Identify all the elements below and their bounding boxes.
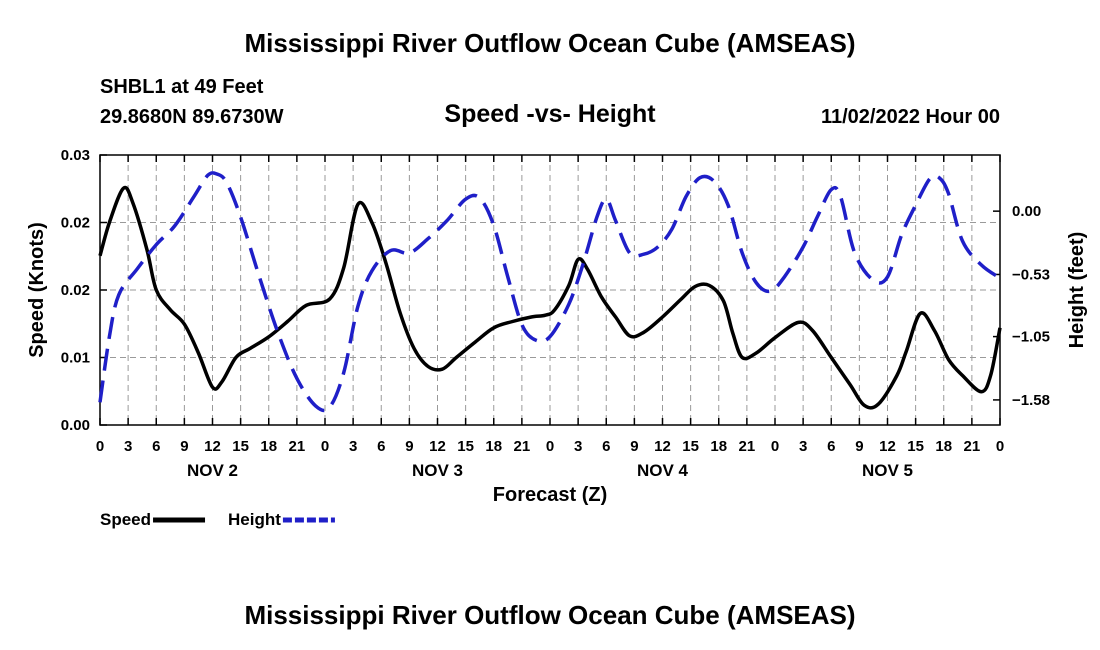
x-tick-label: 0 xyxy=(321,438,329,455)
x-tick-label: 12 xyxy=(654,438,671,455)
y2-tick-label: −1.58 xyxy=(1012,392,1050,409)
x-tick-label: 3 xyxy=(124,438,132,455)
x-tick-label: 12 xyxy=(879,438,896,455)
x-tick-label: 9 xyxy=(405,438,413,455)
series-line-speed xyxy=(98,185,1002,410)
x-tick-label: 9 xyxy=(855,438,863,455)
x-tick-label: 21 xyxy=(514,438,531,455)
legend-label-height: Height xyxy=(228,510,281,529)
y2-tick-label: −1.05 xyxy=(1012,329,1050,346)
x-tick-label: 9 xyxy=(630,438,638,455)
x-tick-label: 18 xyxy=(935,438,952,455)
x-tick-label: 18 xyxy=(710,438,727,455)
x-tick-label: 18 xyxy=(260,438,277,455)
x-tick-label: 18 xyxy=(485,438,502,455)
x-tick-label: 6 xyxy=(152,438,160,455)
x-tick-label: 0 xyxy=(771,438,779,455)
x-tick-label: 3 xyxy=(349,438,357,455)
x-tick-label: 12 xyxy=(204,438,221,455)
x-tick-label: 6 xyxy=(377,438,385,455)
x-tick-label: 21 xyxy=(289,438,306,455)
x-tick-label: 0 xyxy=(96,438,104,455)
x-tick-label: 12 xyxy=(429,438,446,455)
x-tick-label: 15 xyxy=(682,438,699,455)
station-coords: 29.8680N 89.6730W xyxy=(100,106,284,128)
day-label: NOV 3 xyxy=(412,461,463,480)
x-tick-label: 6 xyxy=(827,438,835,455)
legend-layer: Speed Height xyxy=(100,510,335,529)
day-label: NOV 5 xyxy=(862,461,913,480)
plot-frame xyxy=(99,154,1001,426)
x-tick-label: 3 xyxy=(799,438,807,455)
grid-layer xyxy=(100,155,1000,425)
chart-subtitle: Speed -vs- Height xyxy=(444,100,656,128)
chart-title-top: Mississippi River Outflow Ocean Cube (AM… xyxy=(244,28,856,58)
y-tick-label: 0.02 xyxy=(61,215,90,232)
x-tick-label: 3 xyxy=(574,438,582,455)
y-tick-label: 0.01 xyxy=(61,350,90,367)
y-tick-label: 0.00 xyxy=(61,417,90,434)
y2-tick-label: 0.00 xyxy=(1012,203,1041,220)
y2-tick-label: −0.53 xyxy=(1012,266,1050,283)
x-tick-label: 0 xyxy=(996,438,1004,455)
day-label: NOV 4 xyxy=(637,461,689,480)
day-label: NOV 2 xyxy=(187,461,238,480)
x-tick-label: 0 xyxy=(546,438,554,455)
legend-label-speed: Speed xyxy=(100,510,151,529)
axes-layer xyxy=(99,154,1001,426)
x-tick-label: 15 xyxy=(457,438,474,455)
chart-title-bottom: Mississippi River Outflow Ocean Cube (AM… xyxy=(244,600,856,630)
y-tick-label: 0.02 xyxy=(61,282,90,299)
y-axis-title: Speed (Knots) xyxy=(26,222,48,358)
x-tick-label: 6 xyxy=(602,438,610,455)
x-axis-title: Forecast (Z) xyxy=(493,484,607,506)
station-label: SHBL1 at 49 Feet xyxy=(100,76,264,98)
x-tick-label: 15 xyxy=(232,438,249,455)
x-tick-label: 21 xyxy=(739,438,756,455)
x-tick-label: 9 xyxy=(180,438,188,455)
labels-layer: 0 3 6 9 12 15 18 21 0 3 6 9 12 15 18 21 0 3 6 9 12 15 18 21 0 3 6 9… xyxy=(26,147,1088,506)
series-layer xyxy=(98,171,1002,413)
y2-axis-title: Height (feet) xyxy=(1066,232,1088,349)
x-tick-label: 21 xyxy=(964,438,981,455)
forecast-datetime: 11/02/2022 Hour 00 xyxy=(820,106,1000,128)
series-line-height xyxy=(98,171,1002,413)
y-tick-label: 0.03 xyxy=(61,147,90,164)
x-tick-label: 15 xyxy=(907,438,924,455)
